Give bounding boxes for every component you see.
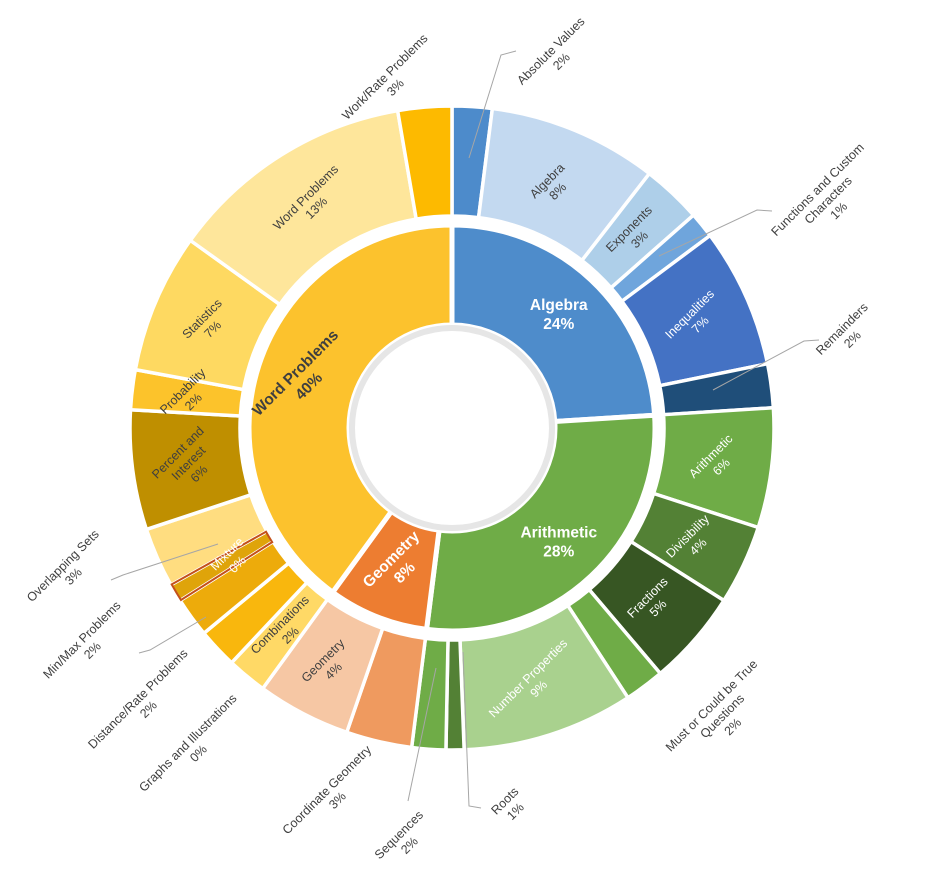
donut-hole-ring — [349, 325, 555, 531]
callout-label-absolute_values: Absolute Values2% — [514, 14, 598, 98]
callout-label-functions: Functions and CustomCharacters1% — [768, 140, 888, 260]
leader-line-minmax — [138, 616, 207, 654]
label-algebra: Algebra 24% — [530, 297, 588, 333]
callout-label-must_could: Must or Could be TrueQuestions2% — [663, 657, 782, 776]
slice-work_rate — [395, 104, 454, 221]
callout-label-sequences: Sequences2% — [372, 808, 437, 873]
callout-label-roots: Roots1% — [488, 784, 532, 828]
leader-line-remainders — [712, 339, 820, 391]
callout-label-coordinate_geometry: Coordinate Geometry3% — [280, 742, 386, 848]
leader-line-overlapping — [110, 543, 219, 581]
callout-label-overlapping: Overlapping Sets3% — [24, 527, 112, 615]
leader-line-roots — [462, 651, 482, 809]
leader-line-sequences — [407, 667, 437, 802]
slice-border-mixture — [170, 530, 274, 602]
leader-line-functions — [658, 209, 773, 257]
callout-label-remainders: Remainders2% — [813, 300, 881, 368]
label-arithmetic: Arithmetic 28% — [520, 525, 597, 561]
callout-label-minmax: Min/Max Problems2% — [40, 598, 134, 692]
leader-line-absolute_values — [468, 50, 517, 159]
